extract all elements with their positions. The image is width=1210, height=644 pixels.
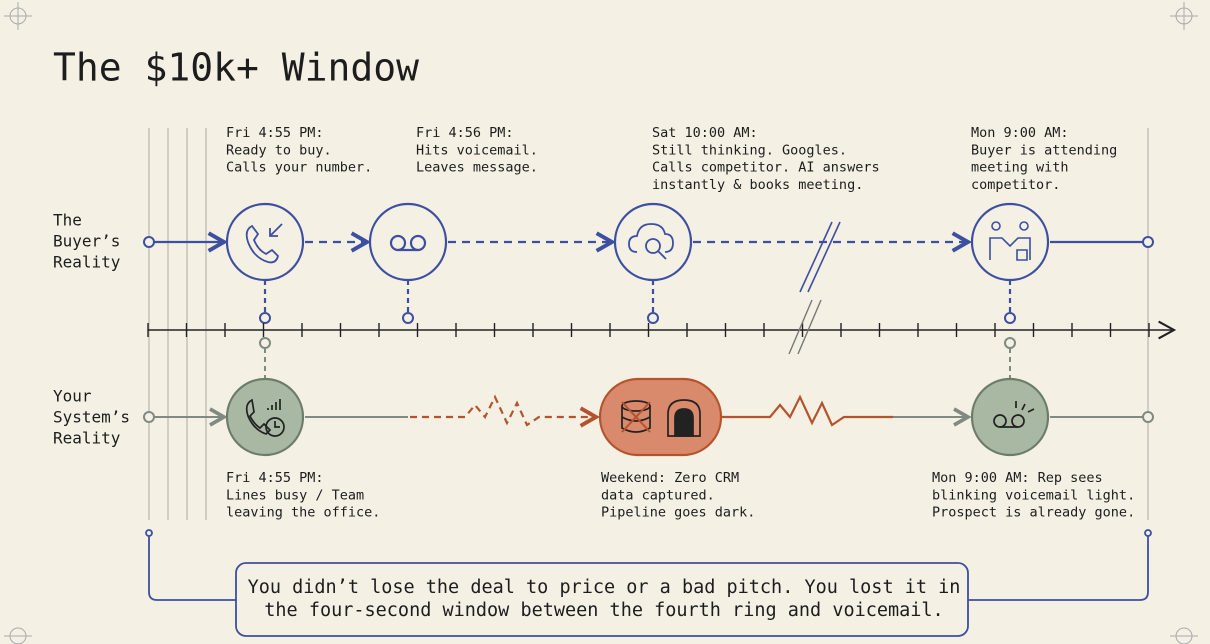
time-axis (147, 299, 1177, 355)
callout-text: You didn’t lose the deal to price or a b… (248, 577, 961, 598)
system-event-text: Pipeline goes dark. (601, 505, 755, 521)
system-event-text: blinking voicemail light. (932, 487, 1135, 503)
buyer-event-text: meeting with (971, 160, 1069, 176)
crosshairs (4, 2, 1198, 644)
buyer-event-text: Still thinking. Googles. (652, 142, 847, 158)
system-event-text: Lines busy / Team (226, 487, 364, 503)
buyer-event-text: Buyer is attending (971, 142, 1117, 158)
buyer-event-text: Calls competitor. AI answers (652, 160, 880, 176)
system-event-text: Prospect is already gone. (932, 505, 1135, 521)
buyer-event-text: Fri 4:56 PM: (416, 125, 514, 141)
buyer-event-text: instantly & books meeting. (652, 177, 863, 193)
buyer-event-text: Fri 4:55 PM: (226, 125, 324, 141)
buyer-track (143, 202, 1154, 324)
buyer-event-text: Leaves message. (416, 160, 538, 176)
buyer-event-text: Mon 9:00 AM: (971, 125, 1069, 141)
system-event-text: data captured. (601, 487, 715, 503)
callout-text: the four-second window between the fourt… (264, 600, 943, 621)
title: The $10k+ Window (53, 46, 419, 90)
row-label: System’s (53, 408, 130, 427)
buyer-event-text: Sat 10:00 AM: (652, 125, 758, 141)
row-label: Buyer’s (53, 232, 120, 251)
system-event-text: Fri 4:55 PM: (226, 470, 324, 486)
row-label: Reality (53, 253, 121, 272)
buyer-event-text: Hits voicemail. (416, 142, 538, 158)
system-event-text: Weekend: Zero CRM (601, 470, 739, 486)
system-track (143, 337, 1154, 457)
buyer-event-text: Ready to buy. (226, 142, 332, 158)
system-event-text: Mon 9:00 AM: Rep sees (932, 470, 1103, 486)
buyer-event-text: Calls your number. (226, 160, 372, 176)
system-event-text: leaving the office. (226, 505, 380, 521)
row-label: Reality (53, 429, 121, 448)
row-label: The (53, 211, 82, 230)
callout-bracket (145, 529, 1152, 637)
buyer-event-text: competitor. (971, 177, 1060, 193)
row-label: Your (53, 387, 92, 406)
